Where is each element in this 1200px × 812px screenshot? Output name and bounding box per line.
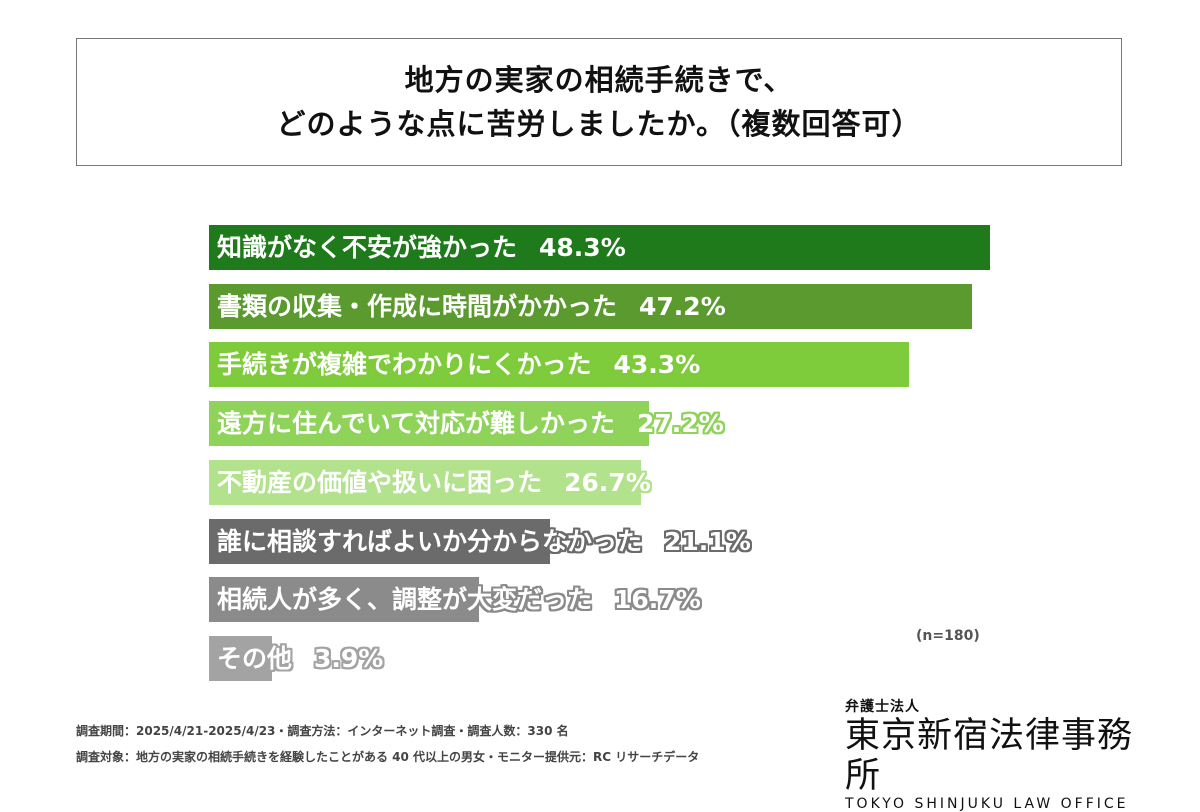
value-label: 16.7% bbox=[614, 585, 701, 615]
logo-main-text: 東京新宿法律事務所 bbox=[845, 716, 1134, 796]
bar-label: 相続人が多く、調整が大変だった 16.7% bbox=[217, 577, 701, 622]
law-office-logo: 弁護士法人 東京新宿法律事務所 TOKYO SHINJUKU LAW OFFIC… bbox=[845, 696, 1135, 812]
bar bbox=[209, 225, 990, 270]
sample-size-note: (n=180) bbox=[916, 628, 980, 644]
bar bbox=[209, 577, 480, 623]
value-label: 3.9% bbox=[314, 643, 384, 673]
bar bbox=[209, 635, 273, 681]
category-label: 書類の収集・作成に時間がかかった bbox=[217, 291, 618, 321]
footer-survey-period: 調査期間：2025/4/21-2025/4/23・調査方法：インターネット調査・… bbox=[76, 724, 569, 738]
bar-label: 誰に相談すればよいか分からなかった 21.1% bbox=[217, 519, 751, 564]
value-label: 43.3% bbox=[613, 350, 701, 380]
category-label: 遠方に住んでいて対応が難しかった bbox=[217, 409, 616, 439]
bar-label: 知識がなく不安が強かった 48.3% bbox=[217, 225, 626, 270]
title-box: 地方の実家の相続手続きで、 どのような点に苦労しましたか。（複数回答可） bbox=[76, 38, 1122, 166]
category-label: 誰に相談すればよいか分からなかった bbox=[217, 526, 643, 556]
value-label: 47.2% bbox=[639, 291, 726, 321]
footer-survey-target: 調査対象：地方の実家の相続手続きを経験したことがある 40 代以上の男女・モニタ… bbox=[76, 750, 700, 764]
category-label: 知識がなく不安が強かった bbox=[217, 233, 518, 262]
logo-small-text: 弁護士法人 bbox=[845, 699, 920, 715]
bar-label: その他 3.9% bbox=[217, 636, 383, 681]
category-label: 手続きが複雑でわかりにくかった bbox=[217, 350, 592, 380]
bar bbox=[209, 283, 973, 329]
title-line-1: 地方の実家の相続手続きで、 bbox=[404, 63, 794, 97]
bar-label: 遠方に住んでいて対応が難しかった 27.2% bbox=[217, 401, 724, 446]
category-label: 不動産の価値や扱いに困った bbox=[217, 467, 543, 497]
value-label: 21.1% bbox=[664, 526, 751, 556]
category-label: 相続人が多く、調整が大変だった bbox=[217, 585, 593, 615]
bar-label: 不動産の価値や扱いに困った 26.7% bbox=[217, 460, 651, 505]
category-label: その他 bbox=[217, 643, 293, 673]
value-label: 26.7% bbox=[564, 467, 651, 497]
value-label: 48.3% bbox=[539, 233, 626, 262]
logo-english-text: TOKYO SHINJUKU LAW OFFICE bbox=[845, 796, 1129, 812]
bar bbox=[209, 459, 641, 505]
title-line-2: どのような点に苦労しましたか。（複数回答可） bbox=[276, 107, 922, 141]
bar-label: 書類の収集・作成に時間がかかった 47.2% bbox=[217, 284, 726, 329]
value-label: 27.2% bbox=[637, 409, 724, 439]
bar bbox=[209, 518, 551, 564]
bar bbox=[209, 342, 910, 388]
bar-label: 手続きが複雑でわかりにくかった 43.3% bbox=[217, 342, 700, 387]
bar bbox=[209, 401, 649, 447]
